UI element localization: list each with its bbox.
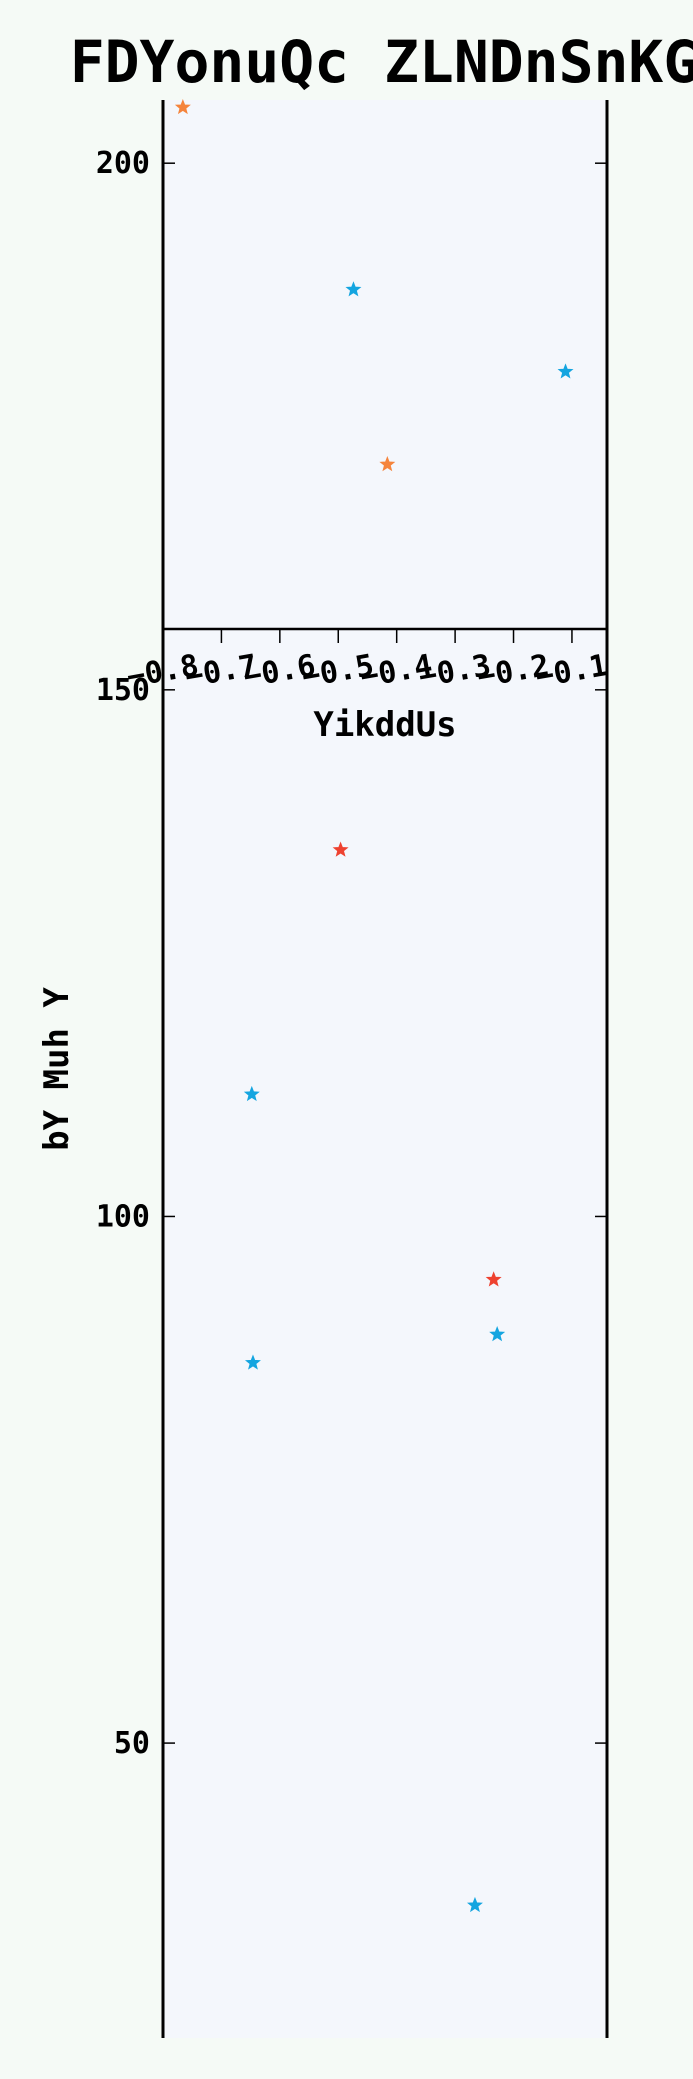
data-point <box>244 1354 261 1370</box>
data-point <box>345 281 362 297</box>
data-points <box>174 98 574 1913</box>
data-point <box>379 456 396 472</box>
data-point <box>557 363 574 379</box>
y-axis-label: bY Muh Y <box>37 987 77 1151</box>
y-tick-label: 200 <box>96 146 150 181</box>
data-point <box>466 1896 483 1913</box>
y-tick-label: 100 <box>96 1199 150 1234</box>
y-tick-label: 150 <box>96 673 150 708</box>
data-point <box>332 841 349 857</box>
data-point <box>243 1085 260 1102</box>
chart-title: FDYonuQc ZLNDnSnKG <box>70 28 693 96</box>
data-point <box>174 98 191 115</box>
x-axis-ticks: −0.8−0.7−0.6−0.5−0.4−0.3−0.2−0.1 <box>124 629 610 695</box>
data-point <box>489 1326 506 1342</box>
x-axis-label: YikddUs <box>313 705 456 745</box>
y-tick-label: 50 <box>114 1726 150 1761</box>
y-axis-ticks: 50 100 150 200 <box>96 146 607 1761</box>
data-point <box>485 1271 502 1287</box>
plot-area <box>163 100 607 2038</box>
